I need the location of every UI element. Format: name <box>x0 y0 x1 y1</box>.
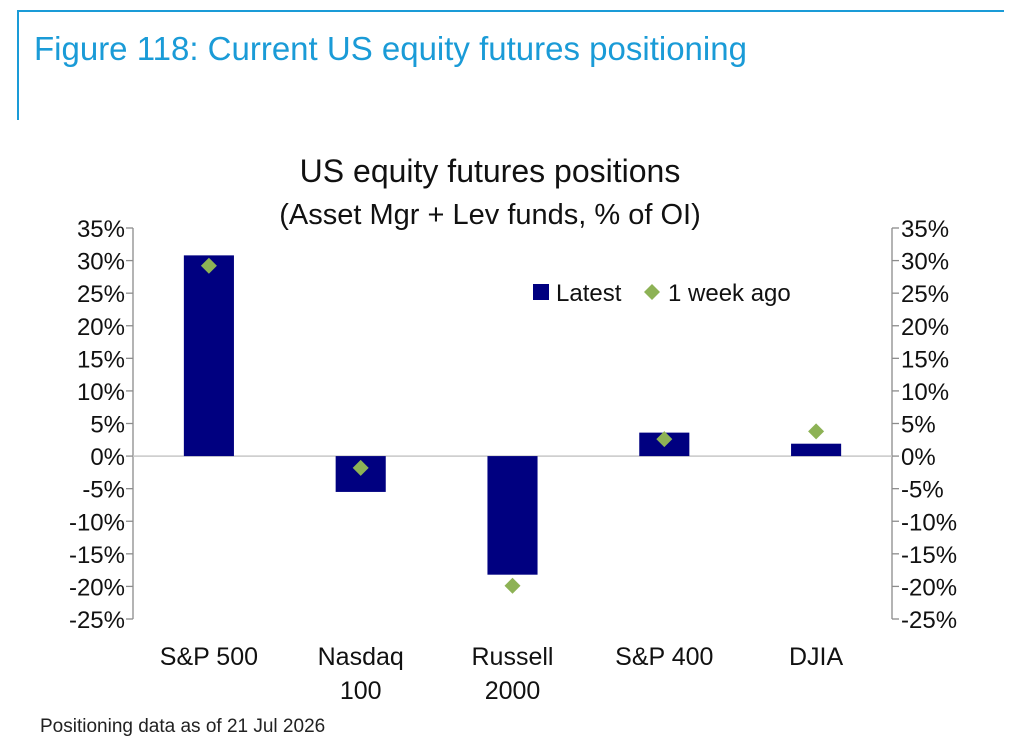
x-tick-label: S&P 400 <box>615 643 713 671</box>
bars <box>183 255 842 575</box>
y-tick-label-left: -5% <box>82 477 125 504</box>
y-tick-label-right: -25% <box>901 607 957 634</box>
figure-title: Figure 118: Current US equity futures po… <box>34 30 747 67</box>
legend-label-week-ago: 1 week ago <box>668 280 791 307</box>
y-tick-label-right: 25% <box>901 281 949 308</box>
x-tick-label: S&P 500 <box>160 643 258 671</box>
y-tick-label-right: 35% <box>901 216 949 243</box>
y-tick-label-left: 5% <box>90 412 125 439</box>
x-tick-label: Nasdaq <box>318 643 404 671</box>
y-tick-label-left: 0% <box>90 444 125 471</box>
x-tick-label: Russell <box>472 643 554 671</box>
y-tick-label-left: 30% <box>77 249 125 276</box>
y-tick-label-right: -10% <box>901 509 957 536</box>
category-labels: S&P 500 Nasdaq 100 Russell 2000 S&P 400 DJIA <box>160 643 844 705</box>
y-tick-label-left: 20% <box>77 314 125 341</box>
y-tick-label-right: -15% <box>901 542 957 569</box>
y-tick-label-left: -25% <box>69 607 125 634</box>
y-tick-label-right: 20% <box>901 314 949 341</box>
y-tick-label-left: -10% <box>69 509 125 536</box>
axes: 35% 35% 30% 30% 25% 25% 20% 20% 15% 15% 10% 10% 5% 5%… <box>69 216 957 634</box>
chart-subtitle: (Asset Mgr + Lev funds, % of OI) <box>279 199 700 231</box>
footnote: Positioning data as of 21 Jul 2026 <box>40 716 326 737</box>
y-tick-label-left: -15% <box>69 542 125 569</box>
marker-s-p-500 <box>200 257 217 274</box>
chart-title: US equity futures positions <box>300 153 681 189</box>
y-tick-label-right: 5% <box>901 412 936 439</box>
y-tick-label-left: 25% <box>77 281 125 308</box>
legend-swatch-week-ago <box>644 284 660 300</box>
y-tick-label-left: -20% <box>69 574 125 601</box>
y-tick-label-right: 0% <box>901 444 936 471</box>
bar-russell-2000 <box>487 456 538 575</box>
legend-swatch-latest <box>533 284 549 300</box>
y-tick-label-right: 30% <box>901 249 949 276</box>
bar-djia <box>791 443 842 457</box>
marker-nasdaq-100 <box>352 459 369 476</box>
marker-s-p-400 <box>656 431 673 448</box>
y-tick-label-left: 15% <box>77 346 125 373</box>
legend-label-latest: Latest <box>556 280 622 307</box>
markers <box>200 257 825 594</box>
bar-s-p-500 <box>183 255 234 457</box>
x-tick-label: 100 <box>340 677 382 705</box>
y-tick-label-left: 35% <box>77 216 125 243</box>
y-tick-label-right: -5% <box>901 477 944 504</box>
frame-top-rule <box>17 10 1004 12</box>
marker-russell-2000 <box>504 577 521 594</box>
y-tick-label-left: 10% <box>77 379 125 406</box>
x-tick-label: 2000 <box>485 677 541 705</box>
legend: Latest 1 week ago <box>533 280 791 307</box>
y-tick-label-right: 15% <box>901 346 949 373</box>
y-tick-label-right: 10% <box>901 379 949 406</box>
x-tick-label: DJIA <box>789 643 844 671</box>
y-tick-label-right: -20% <box>901 574 957 601</box>
frame-left-rule <box>17 10 19 120</box>
marker-djia <box>808 423 825 440</box>
